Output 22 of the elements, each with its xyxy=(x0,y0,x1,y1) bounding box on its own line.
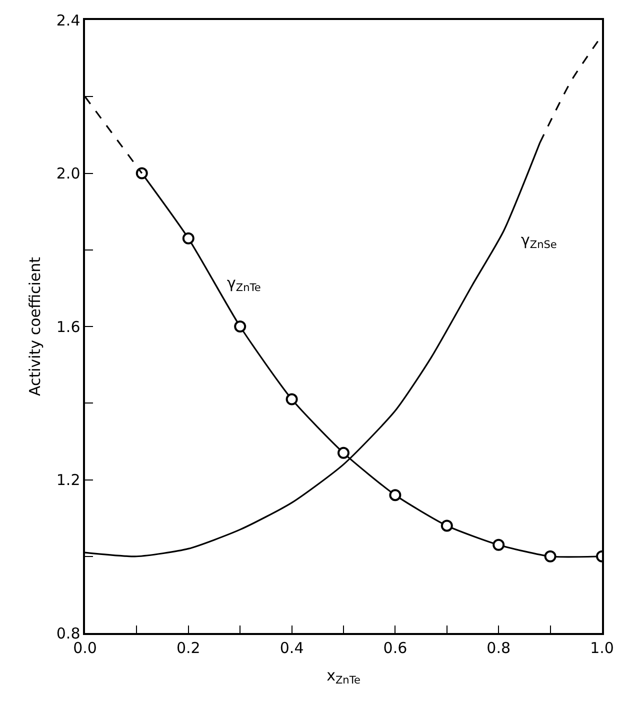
x-tick-label: 0.6 xyxy=(383,638,408,657)
point xyxy=(234,320,246,332)
x-tick-label: 0.4 xyxy=(280,638,304,657)
x-tick-label: 0.2 xyxy=(176,638,200,657)
x-tick-label: 1.0 xyxy=(590,638,614,657)
x-tick-label: 0.8 xyxy=(486,638,511,657)
point xyxy=(492,538,505,551)
point xyxy=(286,393,298,406)
point xyxy=(544,550,556,562)
point xyxy=(136,167,148,180)
y-tick-label: 2.4 xyxy=(56,11,80,30)
point xyxy=(389,489,402,502)
annotation: γ$_{ZnSe}$ xyxy=(521,231,557,252)
point xyxy=(440,520,453,532)
x-axis-title: x$_{ZnTe}$ xyxy=(326,666,360,686)
point xyxy=(182,232,194,244)
y-tick-label: 2.0 xyxy=(56,164,80,182)
y-tick-label: 1.6 xyxy=(56,318,80,336)
point xyxy=(338,446,350,459)
annotation: γ$_{ZnTe}$ xyxy=(227,274,261,294)
y-tick-label: 1.2 xyxy=(56,471,80,489)
y-axis-title: Activity coefficient xyxy=(26,256,44,396)
